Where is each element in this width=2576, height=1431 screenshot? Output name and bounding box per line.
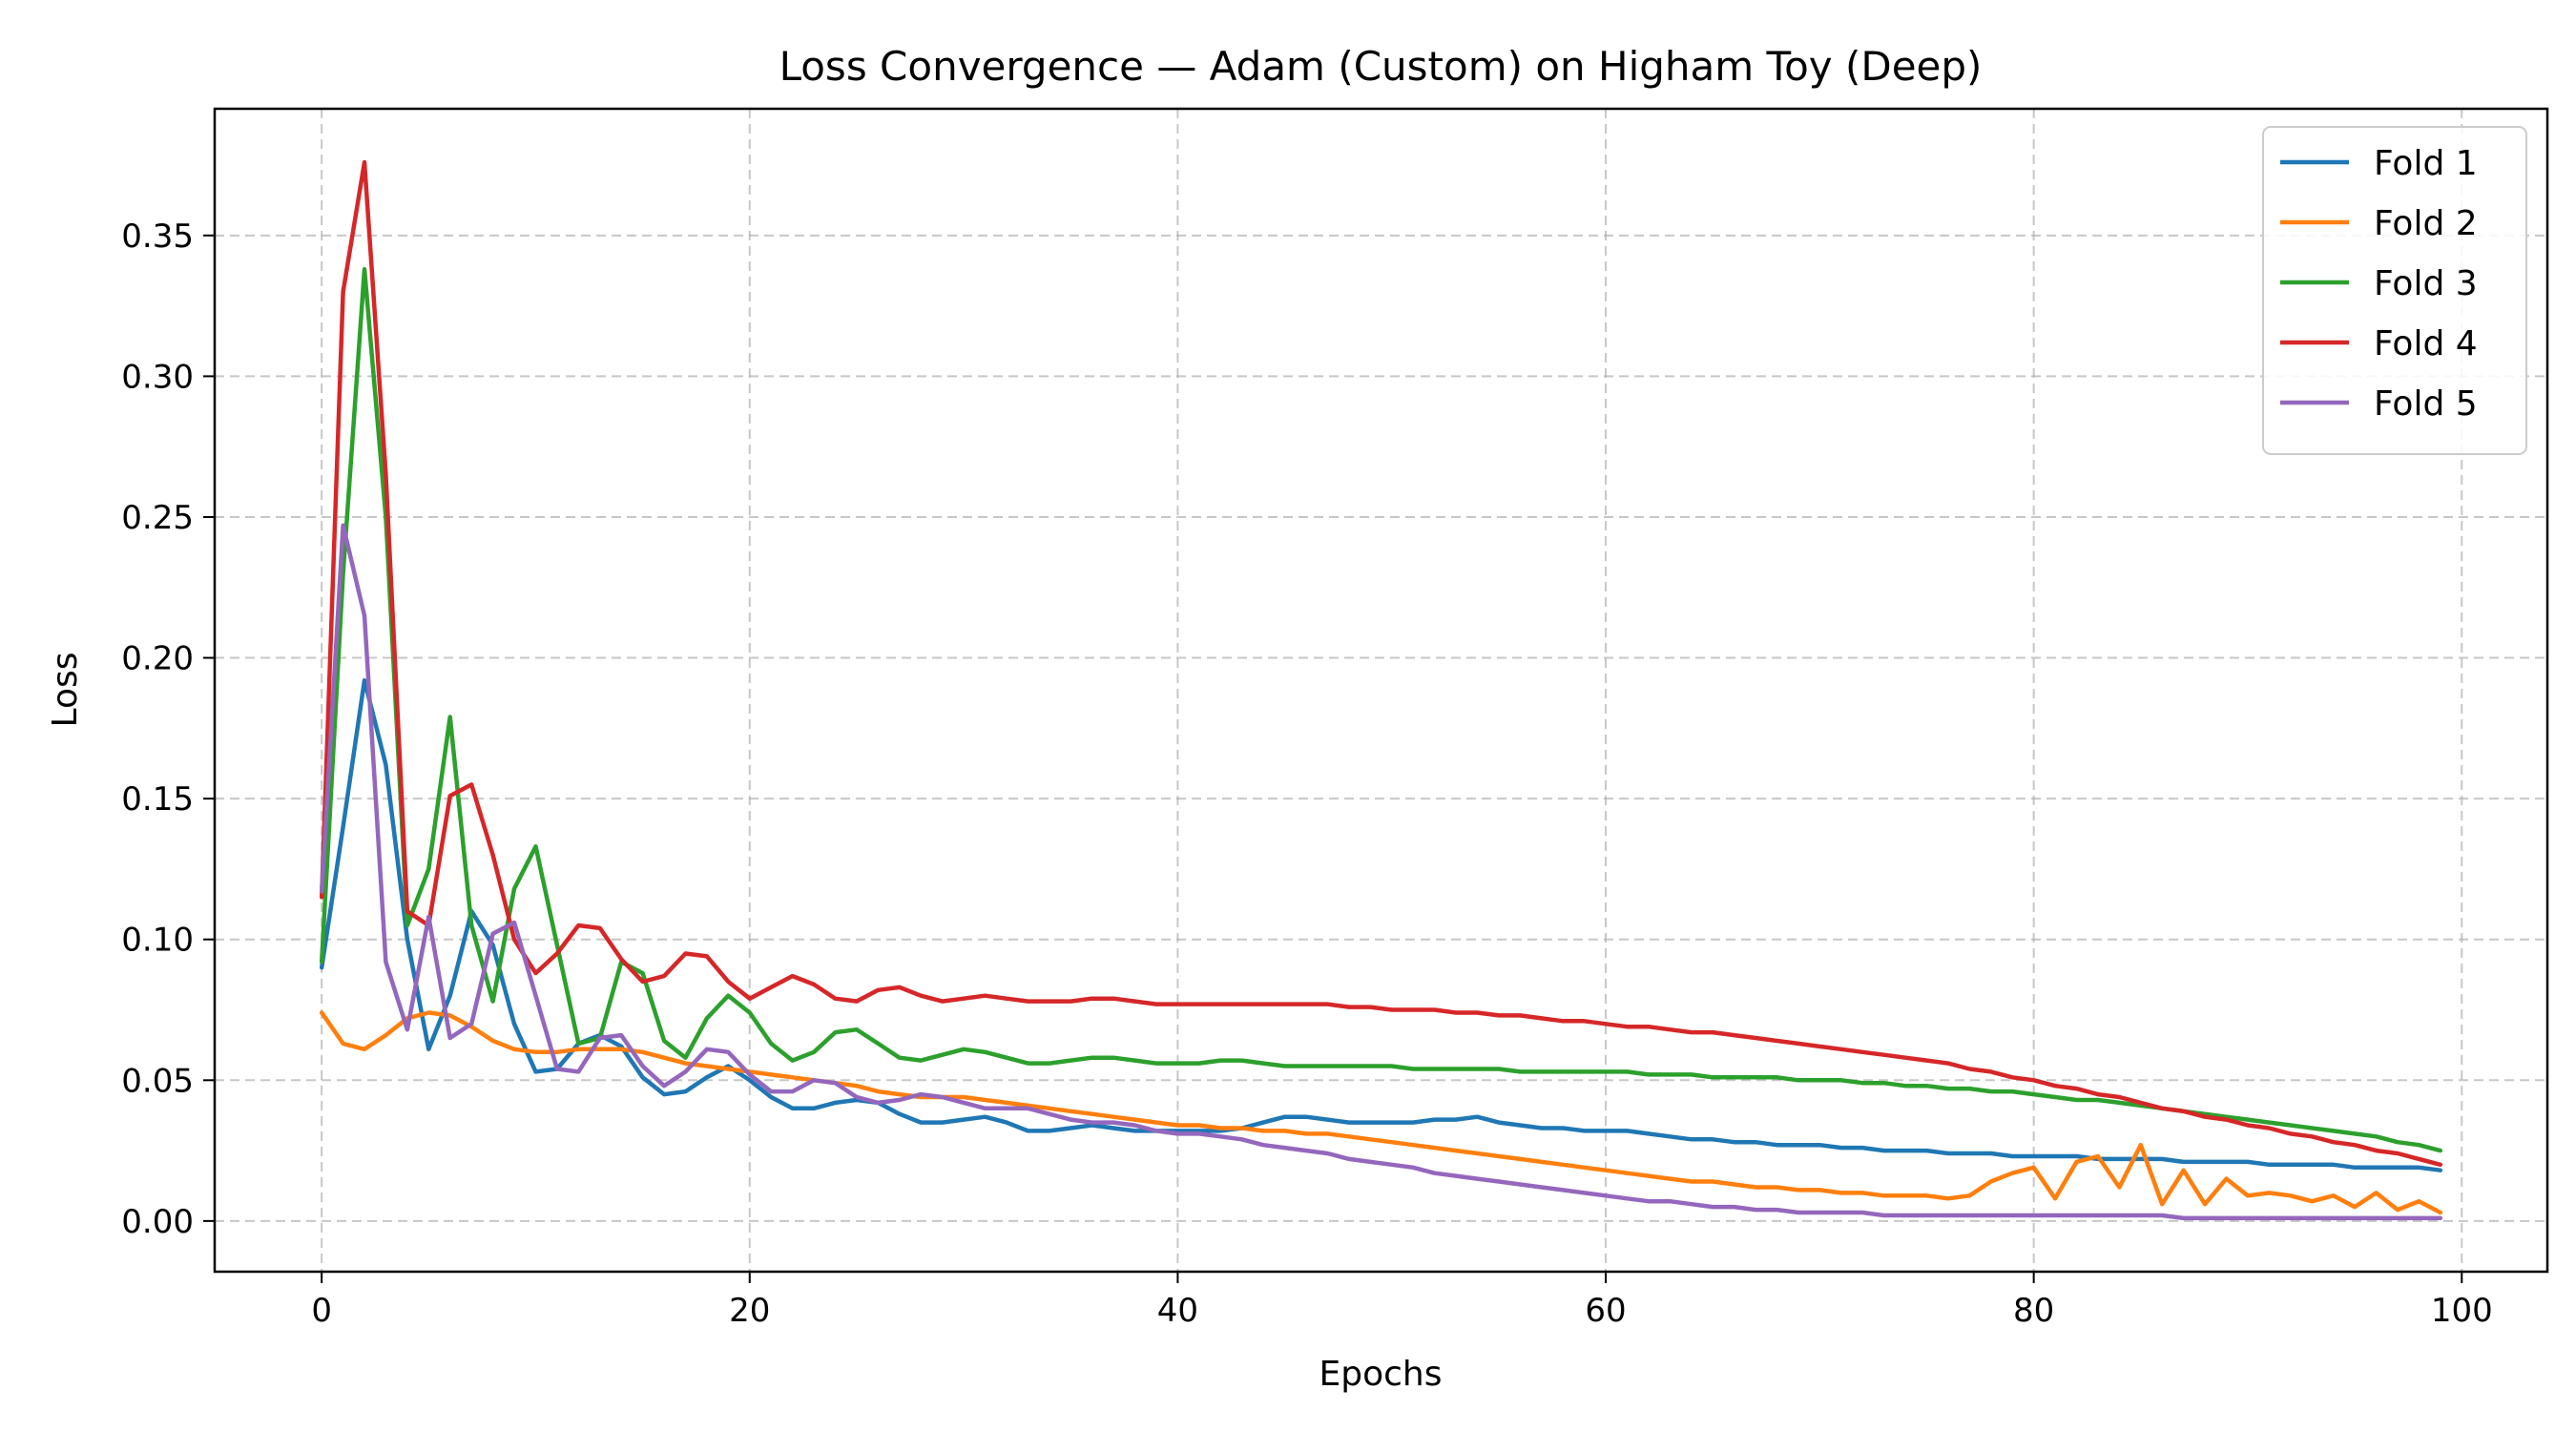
x-tick-label: 20 (729, 1292, 770, 1330)
series-lines (319, 159, 2443, 1221)
legend-box (2262, 126, 2527, 455)
series-line-fold-5 (319, 523, 2443, 1221)
x-axis-label: Epochs (1319, 1355, 1443, 1394)
chart-title: Loss Convergence — Adam (Custom) on High… (779, 43, 1983, 90)
y-tick-label: 0.05 (121, 1062, 194, 1100)
x-tick-label: 60 (1585, 1292, 1626, 1330)
y-tick-label: 0.25 (121, 499, 194, 537)
x-tick-label: 0 (311, 1292, 332, 1330)
y-tick-label: 0.20 (121, 640, 194, 678)
y-tick-label: 0.00 (121, 1203, 194, 1241)
y-tick-label: 0.10 (121, 922, 194, 960)
axis-ticks: 0 20 40 60 80 100 0.00 0.05 0.10 0.15 0.20 0.25 0.30… (121, 218, 2492, 1330)
legend-label-fold-4: Fold 4 (2374, 324, 2478, 363)
y-axis-label: Loss (46, 653, 85, 728)
legend-label-fold-3: Fold 3 (2374, 264, 2478, 303)
series-line-fold-4 (319, 159, 2443, 1168)
x-tick-label: 80 (2013, 1292, 2054, 1330)
y-tick-label: 0.35 (121, 218, 194, 256)
grid (215, 109, 2547, 1272)
x-tick-label: 40 (1157, 1292, 1198, 1330)
y-tick-label: 0.15 (121, 780, 194, 819)
y-tick-label: 0.30 (121, 358, 194, 396)
legend-label-fold-2: Fold 2 (2374, 204, 2478, 243)
plot-frame (213, 107, 2549, 1274)
series-line-fold-2 (319, 1010, 2443, 1215)
x-tick-label: 100 (2431, 1292, 2493, 1330)
legend: Fold 1 Fold 2 Fold 3 Fold 4 Fold 5 (2262, 126, 2527, 455)
legend-label-fold-1: Fold 1 (2374, 144, 2478, 183)
series-line-fold-3 (319, 266, 2443, 1153)
legend-label-fold-5: Fold 5 (2374, 384, 2478, 424)
